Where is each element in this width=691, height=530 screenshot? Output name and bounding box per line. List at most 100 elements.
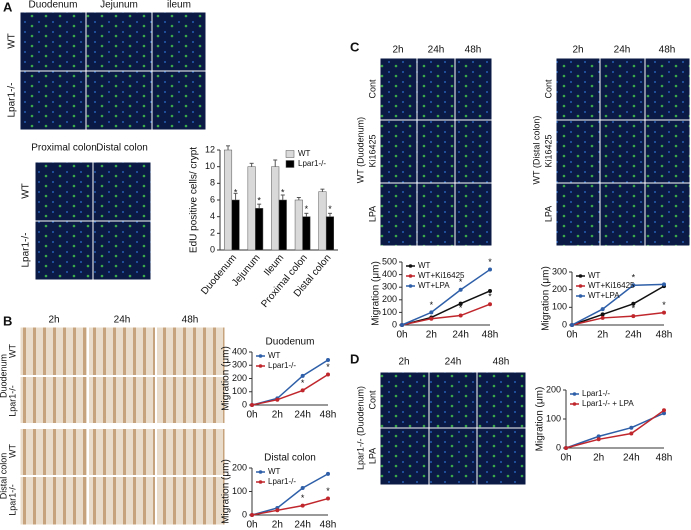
point xyxy=(662,282,666,287)
y-axis-label: Migration (μm) xyxy=(541,266,552,331)
significance-mark: * xyxy=(281,187,285,197)
point xyxy=(596,437,601,442)
legend-marker xyxy=(572,402,577,406)
y-tick-label: 2 xyxy=(210,228,215,238)
bar xyxy=(223,149,233,251)
column-label: Distal colon xyxy=(96,143,148,154)
y-tick-label: 200 xyxy=(552,284,567,294)
column-label: Jejunum xyxy=(100,0,138,11)
column-label: 24h xyxy=(114,315,131,326)
group-label: WT (Duodenum) xyxy=(355,117,365,183)
line xyxy=(565,409,665,449)
line xyxy=(251,473,329,516)
point xyxy=(629,425,634,430)
row-label: LPA xyxy=(543,206,553,222)
line xyxy=(401,303,491,326)
line xyxy=(401,268,491,326)
panel-label: D xyxy=(350,351,359,366)
point xyxy=(326,496,330,501)
x-tick-label: 2h xyxy=(426,330,437,341)
y-tick-label: 8 xyxy=(210,178,215,188)
point xyxy=(275,397,280,402)
y-tick-label: 0 xyxy=(210,244,215,254)
x-tick-label: 2h xyxy=(593,453,604,464)
significance-mark: * xyxy=(257,196,261,206)
point xyxy=(631,301,636,306)
column-label: 48h xyxy=(465,45,482,56)
point xyxy=(458,313,463,318)
point xyxy=(596,434,601,439)
y-tick-label: 400 xyxy=(382,269,397,279)
point xyxy=(488,267,492,272)
legend-marker xyxy=(408,274,413,278)
point xyxy=(275,508,280,513)
point xyxy=(662,411,666,416)
bar xyxy=(255,208,264,251)
point xyxy=(488,288,492,293)
column-label: Duodenum xyxy=(29,0,78,11)
y-tick-label: 0 xyxy=(562,319,567,329)
point xyxy=(429,310,434,315)
point xyxy=(600,312,605,317)
row-label: WT xyxy=(21,183,32,199)
y-tick-label: 10 xyxy=(205,161,215,171)
x-tick-label: 48h xyxy=(656,330,673,341)
column-label: 24h xyxy=(428,45,445,56)
legend-label: Lpar1-/- xyxy=(268,361,296,370)
significance-mark: * xyxy=(459,277,463,287)
legend-marker xyxy=(258,470,263,474)
y-tick-label: 100 xyxy=(382,307,397,317)
x-tick-label: 0h xyxy=(246,520,257,530)
legend-label: WT+LPA xyxy=(588,291,620,300)
point xyxy=(600,315,605,320)
x-tick-label: 24h xyxy=(294,410,311,421)
legend-label: WT+Ki16425 xyxy=(418,271,465,280)
row-label: WT xyxy=(7,33,18,49)
legend-marker xyxy=(408,284,413,288)
y-tick-label: 200 xyxy=(232,373,247,383)
significance-mark: * xyxy=(326,362,330,372)
column-label: Proximal colon xyxy=(31,143,97,154)
legend-label: Lpar1-/- xyxy=(268,477,296,486)
y-tick-label: 12 xyxy=(205,144,215,154)
legend-marker xyxy=(258,354,263,358)
column-label: 2h xyxy=(48,315,59,326)
y-tick-label: 100 xyxy=(232,486,247,496)
significance-mark: * xyxy=(328,204,332,214)
column-label: 24h xyxy=(614,45,631,56)
row-label: LPA xyxy=(367,206,377,222)
column-label: 2h xyxy=(572,45,583,56)
legend-label: WT xyxy=(418,261,431,270)
y-tick-label: 100 xyxy=(546,413,561,423)
point xyxy=(326,471,330,476)
legend-label: WT xyxy=(588,271,601,280)
significance-mark: * xyxy=(301,378,305,388)
row-label: Cont xyxy=(367,390,377,410)
x-tick-label: 0h xyxy=(566,330,577,341)
group-label: Duodenum xyxy=(0,354,8,398)
point xyxy=(629,431,634,436)
column-label: 48h xyxy=(659,45,676,56)
y-axis-label: Migration (μm) xyxy=(221,459,232,524)
row-label: LPA xyxy=(367,448,377,464)
bar xyxy=(271,166,280,251)
y-tick-label: 500 xyxy=(382,256,397,266)
line xyxy=(571,285,665,326)
y-tick-label: 0 xyxy=(392,319,397,329)
y-tick-label: 100 xyxy=(552,302,567,312)
point xyxy=(326,357,330,362)
line xyxy=(571,311,665,326)
row-label: Ki16425 xyxy=(367,134,377,167)
row-label: Cont xyxy=(543,79,553,99)
y-tick-label: 300 xyxy=(232,360,247,370)
point xyxy=(300,503,305,508)
bar xyxy=(278,199,287,251)
line xyxy=(571,283,665,326)
y-axis-label: EdU positive cells/ crypt xyxy=(189,147,200,253)
significance-mark: * xyxy=(430,300,434,310)
chart-title: Distal colon xyxy=(264,453,316,464)
row-label: Lpar1-/- xyxy=(7,484,17,516)
x-tick-label: 24h xyxy=(625,330,642,341)
point xyxy=(250,513,254,517)
legend-marker xyxy=(572,392,577,396)
